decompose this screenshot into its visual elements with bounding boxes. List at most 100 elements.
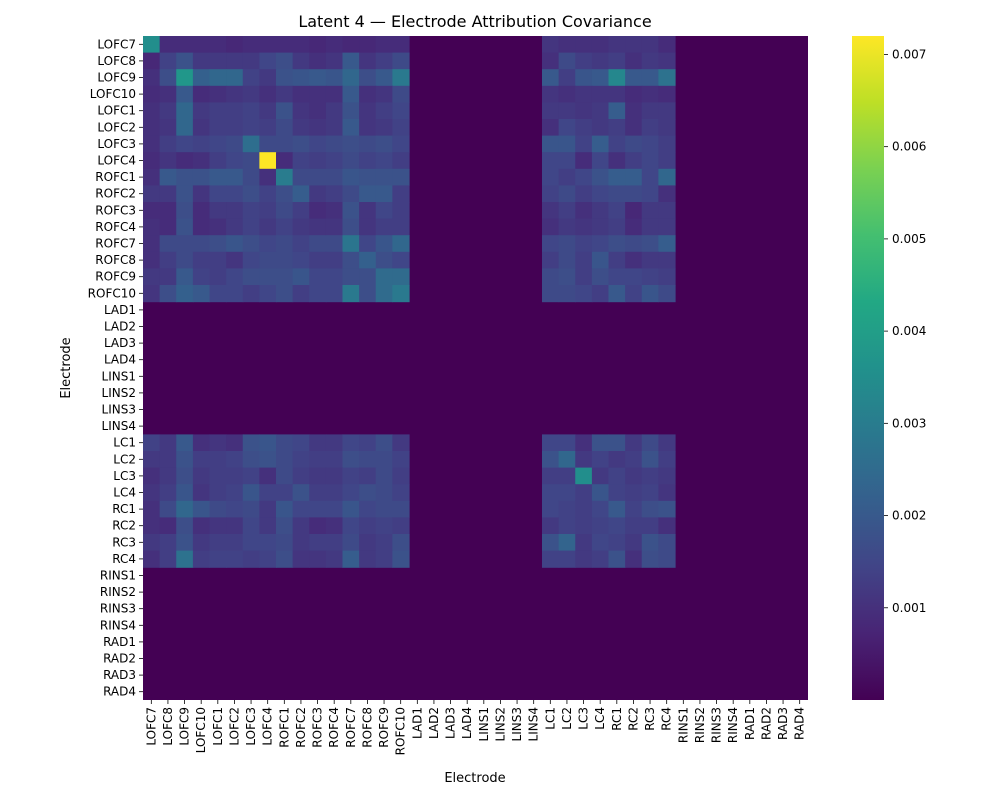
heatmap-cell-ROFC1-LOFC3 bbox=[242, 168, 260, 186]
heatmap-cell-ROFC8-ROFC3 bbox=[309, 251, 327, 269]
heatmap-cell-LOFC7-ROFC8 bbox=[359, 36, 377, 54]
heatmap-cell-LOFC2-LC1 bbox=[542, 119, 560, 137]
y-tick-label: LOFC8 bbox=[97, 54, 136, 68]
heatmap-cell-LOFC2-ROFC2 bbox=[292, 119, 310, 137]
heatmap-cell-RC3-RC4 bbox=[658, 534, 676, 552]
x-tick-label: LOFC2 bbox=[227, 707, 241, 746]
heatmap-cell-LC1-ROFC8 bbox=[359, 434, 377, 452]
heatmap-cell-LOFC10-RC3 bbox=[641, 85, 659, 103]
heatmap-cell-RC1-ROFC3 bbox=[309, 500, 327, 518]
heatmap-cell-RC3-LOFC7 bbox=[143, 534, 161, 552]
heatmap-cell-LOFC3-LOFC2 bbox=[226, 135, 244, 153]
heatmap-cell-LOFC3-LOFC3 bbox=[242, 135, 260, 153]
heatmap-cell-LC2-ROFC9 bbox=[375, 451, 393, 469]
heatmap-cell-LC3-LC2 bbox=[558, 467, 576, 485]
heatmap-cell-LOFC1-ROFC1 bbox=[276, 102, 294, 120]
heatmap-cell-RC3-LOFC9 bbox=[176, 534, 194, 552]
colorbar-tick-label: 0.006 bbox=[892, 140, 926, 154]
heatmap-cell-RC3-ROFC4 bbox=[325, 534, 344, 552]
heatmap-cell-ROFC2-LOFC3 bbox=[242, 185, 260, 203]
heatmap-cell-LC3-ROFC7 bbox=[342, 467, 360, 485]
heatmap-cell-ROFC1-LOFC10 bbox=[192, 168, 211, 186]
x-tick-label: ROFC1 bbox=[277, 707, 291, 748]
heatmap-cell-ROFC3-ROFC10 bbox=[392, 202, 410, 220]
heatmap-cell-ROFC8-LOFC8 bbox=[159, 251, 177, 269]
heatmap-cell-ROFC7-LC4 bbox=[591, 235, 610, 253]
x-tick-label: LINS3 bbox=[510, 707, 524, 741]
heatmap-cell-LOFC4-ROFC10 bbox=[392, 152, 410, 170]
heatmap-cell-LOFC8-RC2 bbox=[625, 52, 643, 70]
heatmap-cell-LC1-ROFC10 bbox=[392, 434, 410, 452]
heatmap-cell-LOFC1-RC3 bbox=[641, 102, 659, 120]
heatmap-cell-LOFC10-ROFC2 bbox=[292, 85, 310, 103]
heatmap-cell-RC4-LOFC2 bbox=[226, 550, 244, 568]
heatmap-cell-ROFC3-LC3 bbox=[575, 202, 593, 220]
heatmap-cell-ROFC3-LC2 bbox=[558, 202, 576, 220]
heatmap-cell-ROFC10-ROFC9 bbox=[375, 285, 393, 303]
heatmap-cell-LOFC4-ROFC2 bbox=[292, 152, 310, 170]
heatmap-cell-RC1-ROFC10 bbox=[392, 500, 410, 518]
heatmap-cell-LOFC2-ROFC8 bbox=[359, 119, 377, 137]
y-tick-label: LOFC3 bbox=[97, 137, 136, 151]
heatmap-cell-LOFC10-LOFC2 bbox=[226, 85, 244, 103]
heatmap-cell-ROFC3-RC3 bbox=[641, 202, 659, 220]
heatmap-cell-LOFC10-ROFC3 bbox=[309, 85, 327, 103]
heatmap-cell-ROFC2-ROFC4 bbox=[325, 185, 344, 203]
heatmap-cell-LOFC1-LOFC7 bbox=[143, 102, 161, 120]
heatmap-cell-LOFC3-LC4 bbox=[591, 135, 610, 153]
heatmap-cell-ROFC2-LOFC8 bbox=[159, 185, 177, 203]
heatmap-cell-RC3-ROFC9 bbox=[375, 534, 393, 552]
heatmap-cell-LC2-LOFC7 bbox=[143, 451, 161, 469]
heatmap-cell-LOFC9-ROFC1 bbox=[276, 69, 294, 87]
heatmap-cell-LOFC8-LOFC4 bbox=[259, 52, 277, 70]
heatmap-cell-RC2-LC1 bbox=[542, 517, 560, 535]
x-tick-label: ROFC4 bbox=[327, 707, 341, 748]
heatmap-cell-ROFC7-ROFC8 bbox=[359, 235, 377, 253]
x-tick-label: LOFC7 bbox=[144, 707, 158, 746]
heatmap-cell-LC1-ROFC3 bbox=[309, 434, 327, 452]
heatmap-cell-LOFC2-RC3 bbox=[641, 119, 659, 137]
heatmap-cell-LC1-LC3 bbox=[575, 434, 593, 452]
heatmap-cell-LC4-ROFC4 bbox=[325, 484, 344, 502]
heatmap-cell-LOFC1-LOFC9 bbox=[176, 102, 194, 120]
heatmap-cell-RC3-LOFC2 bbox=[226, 534, 244, 552]
heatmap-cell-RC3-ROFC8 bbox=[359, 534, 377, 552]
heatmap-cell-LC2-ROFC8 bbox=[359, 451, 377, 469]
heatmap-cell-LOFC1-LOFC10 bbox=[192, 102, 211, 120]
heatmap-cell-ROFC2-ROFC7 bbox=[342, 185, 360, 203]
heatmap-cell-LC1-LOFC1 bbox=[209, 434, 227, 452]
heatmap-cell-LC4-ROFC10 bbox=[392, 484, 410, 502]
heatmap-cell-LC3-LOFC9 bbox=[176, 467, 194, 485]
heatmap-cell-LOFC2-LOFC8 bbox=[159, 119, 177, 137]
heatmap-cell-RC1-ROFC9 bbox=[375, 500, 393, 518]
heatmap-cell-ROFC2-ROFC2 bbox=[292, 185, 310, 203]
heatmap-cell-ROFC8-LOFC3 bbox=[242, 251, 260, 269]
x-tick-label: LC3 bbox=[577, 707, 591, 730]
heatmap-cell-ROFC4-ROFC3 bbox=[309, 218, 327, 236]
y-tick-label: LC3 bbox=[113, 469, 136, 483]
heatmap-cell-LOFC10-RC1 bbox=[608, 85, 626, 103]
heatmap-cell-LOFC9-LOFC8 bbox=[159, 69, 177, 87]
heatmap-cell-LOFC3-LOFC10 bbox=[192, 135, 211, 153]
heatmap-cell-RC2-ROFC2 bbox=[292, 517, 310, 535]
heatmap-cell-ROFC3-ROFC3 bbox=[309, 202, 327, 220]
heatmap-cell-RC4-ROFC8 bbox=[359, 550, 377, 568]
heatmap-cell-ROFC1-ROFC1 bbox=[276, 168, 294, 186]
heatmap-cell-ROFC7-LC1 bbox=[542, 235, 560, 253]
heatmap-cell-LOFC8-LOFC7 bbox=[143, 52, 161, 70]
heatmap-cell-LOFC10-ROFC1 bbox=[276, 85, 294, 103]
heatmap-cell-LC3-LOFC4 bbox=[259, 467, 277, 485]
heatmap-cell-LC2-RC3 bbox=[641, 451, 659, 469]
heatmap-cell-LOFC2-LC2 bbox=[558, 119, 576, 137]
heatmap-cell-RC3-ROFC7 bbox=[342, 534, 360, 552]
y-tick-label: ROFC1 bbox=[95, 170, 136, 184]
y-tick-label: LC1 bbox=[113, 436, 136, 450]
heatmap-cell-LOFC4-LOFC7 bbox=[143, 152, 161, 170]
heatmap-cell-ROFC2-ROFC3 bbox=[309, 185, 327, 203]
heatmap-cell-ROFC9-LC1 bbox=[542, 268, 560, 286]
heatmap-cell-RC3-LOFC3 bbox=[242, 534, 260, 552]
heatmap-cell-LOFC9-RC4 bbox=[658, 69, 676, 87]
heatmap-cell-ROFC9-LOFC3 bbox=[242, 268, 260, 286]
heatmap-cell-LOFC4-LOFC4 bbox=[259, 152, 277, 170]
heatmap-cell-LC3-LOFC7 bbox=[143, 467, 161, 485]
